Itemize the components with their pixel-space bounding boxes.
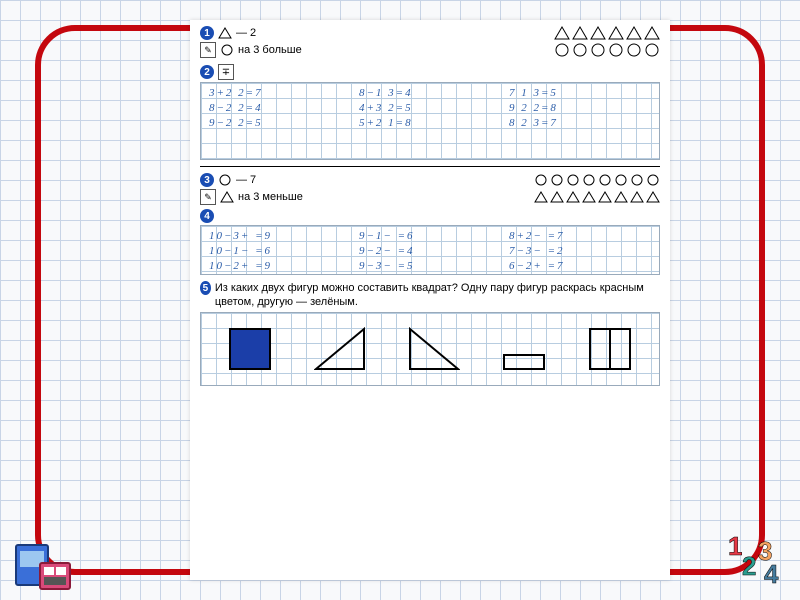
p4-r3c3: 6−2+ =7 xyxy=(505,260,655,272)
shape-right-triangle-2 xyxy=(408,327,460,371)
badge-1: 1 xyxy=(200,26,214,40)
pencil-icon: ✎ xyxy=(200,189,216,205)
p4-r1c1: 10−3+ =9 xyxy=(205,230,355,242)
p3-triangles xyxy=(534,191,660,203)
p3-circles xyxy=(534,174,660,186)
p4-r2c2: 9−2− =4 xyxy=(355,245,505,257)
numbers-decoration: 1 2 3 4 xyxy=(720,525,790,595)
p4-r3c2: 9−3− =5 xyxy=(355,260,505,272)
svg-text:2: 2 xyxy=(742,551,756,581)
p2-r1c1: 3+2 2=7 xyxy=(205,87,355,99)
p3-text-1: — 7 xyxy=(236,174,256,186)
p5-text: Из каких двух фигур можно составить квад… xyxy=(215,281,660,310)
badge-5: 5 xyxy=(200,281,211,295)
books-decoration xyxy=(10,525,80,595)
shape-tall-rect xyxy=(588,327,632,371)
p4-r2c3: 7−3− =2 xyxy=(505,245,655,257)
p1-text-1: — 2 xyxy=(236,27,256,39)
p1-circles xyxy=(554,43,660,57)
circle-icon xyxy=(218,173,232,187)
plus-minus-box: ∓ xyxy=(218,64,234,80)
problem-1-line-2: ✎ на 3 больше xyxy=(200,42,660,58)
badge-3: 3 xyxy=(200,173,214,187)
p2-r1c3: 7 1 3=5 xyxy=(505,87,655,99)
triangle-icon xyxy=(218,27,232,39)
problem-1-line-1: 1 — 2 xyxy=(200,26,660,40)
problem-2-header: 2 ∓ xyxy=(200,64,660,80)
p2-r3c1: 9−2 2=5 xyxy=(205,117,355,129)
p2-r2c1: 8−2 2=4 xyxy=(205,102,355,114)
problem-5-header: 5 Из каких двух фигур можно составить кв… xyxy=(200,281,660,310)
p4-r1c3: 8+2− =7 xyxy=(505,230,655,242)
worksheet-page: 1 — 2 ✎ на 3 больше 2 ∓ xyxy=(190,20,670,580)
svg-text:4: 4 xyxy=(764,559,779,589)
p3-text-2: на 3 меньше xyxy=(238,191,303,203)
badge-2: 2 xyxy=(200,65,214,79)
p2-r3c3: 8 2 3=7 xyxy=(505,117,655,129)
p2-r2c2: 4+3 2=5 xyxy=(355,102,505,114)
p4-r1c2: 9−1− =6 xyxy=(355,230,505,242)
svg-text:1: 1 xyxy=(728,531,742,561)
p4-r3c1: 10−2+ =9 xyxy=(205,260,355,272)
shape-filled-square xyxy=(228,327,272,371)
pencil-icon: ✎ xyxy=(200,42,216,58)
p1-triangles xyxy=(554,26,660,40)
problem-2-grid: 3+2 2=78−1 3=47 1 3=5 8−2 2=44+3 2=59 2 … xyxy=(200,82,660,160)
problem-3-line-1: 3 — 7 xyxy=(200,173,660,187)
problem-4-header: 4 xyxy=(200,209,660,223)
badge-4: 4 xyxy=(200,209,214,223)
p4-r2c1: 10−1− =6 xyxy=(205,245,355,257)
problem-5-shapes xyxy=(200,312,660,386)
shape-flat-rect xyxy=(502,327,546,371)
problem-4-grid: 10−3+ =99−1− =68+2− =7 10−1− =69−2− =47−… xyxy=(200,225,660,275)
triangle-icon xyxy=(220,191,234,203)
p2-r1c2: 8−1 3=4 xyxy=(355,87,505,99)
shape-right-triangle-1 xyxy=(314,327,366,371)
p2-r3c2: 5+2 1=8 xyxy=(355,117,505,129)
circle-icon xyxy=(220,43,234,57)
problem-3-line-2: ✎ на 3 меньше xyxy=(200,189,660,205)
p1-text-2: на 3 больше xyxy=(238,44,302,56)
p2-r2c3: 9 2 2=8 xyxy=(505,102,655,114)
divider-1 xyxy=(200,166,660,167)
